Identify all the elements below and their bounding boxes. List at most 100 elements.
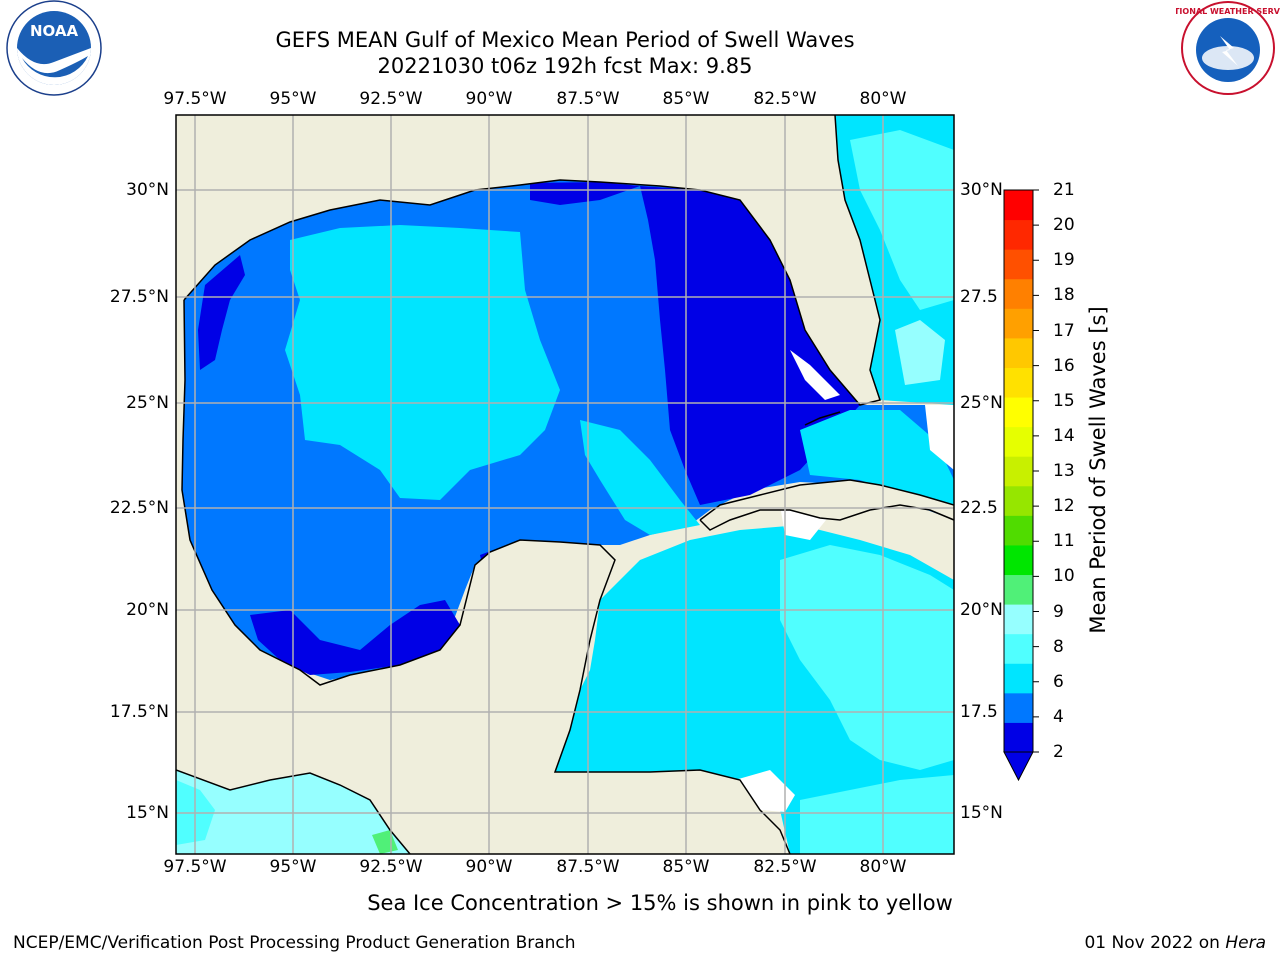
lon-tick-label: 85°W — [662, 89, 710, 109]
chart-subtitle: 20221030 t06z 192h fcst Max: 9.85 — [377, 54, 753, 78]
colorbar-tick-label: 6 — [1053, 671, 1064, 692]
colorbar-tick-label: 19 — [1053, 250, 1075, 271]
lat-tick-label: 25°N — [960, 393, 1003, 413]
host-name: Hera — [1225, 933, 1266, 953]
lon-tick-label: 80°W — [859, 89, 907, 109]
lat-tick-label: 20°N — [960, 600, 1003, 620]
colorbar-segment — [1004, 633, 1033, 664]
colorbar-tick-label: 14 — [1053, 425, 1075, 446]
colorbar-tick-label: 9 — [1053, 601, 1064, 622]
colorbar-segment — [1004, 278, 1033, 309]
no-data-florida-west — [790, 350, 840, 400]
lon-tick-label: 97.5°W — [163, 857, 227, 877]
lon-tick-label: 80°W — [859, 857, 907, 877]
colorbar-segment — [1004, 367, 1033, 398]
colorbar-tick-label: 10 — [1053, 566, 1075, 587]
lon-tick-label: 92.5°W — [359, 857, 423, 877]
lon-tick-label: 92.5°W — [359, 89, 423, 109]
lat-tick-label: 15°N — [960, 803, 1003, 823]
nws-logo-text: NATIONAL WEATHER SERVICE — [1176, 7, 1280, 16]
sea-ice-note: Sea Ice Concentration > 15% is shown in … — [367, 891, 953, 915]
lat-tick-label: 27.5 — [960, 287, 998, 307]
deep-blue-sw-gulf — [250, 600, 460, 675]
date-text: 01 Nov 2022 on — [1084, 933, 1226, 953]
lat-tick-label: 15°N — [126, 803, 169, 823]
lon-tick-label: 95°W — [269, 857, 317, 877]
lon-tick-label: 90°W — [465, 89, 513, 109]
colorbar-segment — [1004, 604, 1033, 635]
lat-tick-label: 30°N — [126, 180, 169, 200]
colorbar — [1003, 189, 1039, 782]
credit-text: NCEP/EMC/Verification Post Processing Pr… — [13, 933, 576, 953]
colorbar-segment — [1004, 426, 1033, 457]
gulf-cyan-east — [580, 420, 700, 535]
colorbar-tick-label: 4 — [1053, 706, 1064, 727]
colorbar-label: Mean Period of Swell Waves [s] — [1086, 306, 1110, 634]
lat-tick-label: 30°N — [960, 180, 1003, 200]
coastline-mexico — [181, 299, 791, 854]
coastline-us — [183, 115, 881, 406]
bahamas-gap — [925, 405, 954, 470]
colorbar-segment — [1004, 692, 1033, 723]
colorbar-segment — [1004, 190, 1033, 221]
colorbar-segment — [1004, 249, 1033, 280]
caribbean-south-light-cyan — [800, 775, 954, 854]
lon-tick-label: 90°W — [465, 857, 513, 877]
colorbar-tick-label: 13 — [1053, 461, 1075, 481]
lat-tick-label: 22.5 — [960, 498, 998, 518]
colorbar-segment — [1004, 308, 1033, 339]
lon-tick-label: 82.5°W — [753, 89, 817, 109]
chart-title: GEFS MEAN Gulf of Mexico Mean Period of … — [275, 28, 855, 52]
colorbar-segment — [1004, 574, 1033, 605]
lat-tick-label: 27.5°N — [109, 287, 169, 307]
caribbean-light-cyan — [780, 545, 954, 770]
coastline-cuba — [699, 479, 954, 531]
colorbar-segment — [1004, 544, 1033, 576]
colorbar-tick-label: 12 — [1053, 496, 1075, 517]
atlantic-pale-cyan — [895, 320, 945, 385]
mexico-land — [176, 300, 790, 854]
gulf-cyan-central — [285, 225, 560, 500]
coastline-pacific — [176, 769, 411, 854]
colorbar-tick-label: 17 — [1053, 320, 1075, 341]
lon-tick-label: 85°W — [662, 857, 710, 877]
colorbar-tick-label: 18 — [1053, 285, 1075, 306]
lon-tick-label: 82.5°W — [753, 857, 817, 877]
colorbar-segment — [1004, 456, 1033, 487]
deep-blue-north-bay — [530, 182, 640, 205]
colorbar-tick-label: 21 — [1053, 180, 1075, 200]
noaa-logo: NOAA — [6, 0, 102, 96]
lat-tick-label: 17.5 — [960, 702, 998, 722]
nws-logo: NATIONAL WEATHER SERVICE — [1176, 1, 1280, 95]
colorbar-segment — [1004, 663, 1033, 694]
bahamas-cyan — [800, 410, 954, 505]
colorbar-tick-label: 11 — [1053, 531, 1075, 552]
colorbar-tick-label: 16 — [1053, 355, 1075, 376]
lon-tick-label: 87.5°W — [556, 857, 620, 877]
lon-tick-label: 87.5°W — [556, 89, 620, 109]
deep-blue-east-gulf — [640, 186, 860, 505]
deep-blue-nw-gulf — [198, 255, 245, 370]
colorbar-segment — [1004, 515, 1033, 546]
map-frame — [175, 114, 955, 855]
colorbar-segment — [1004, 485, 1033, 516]
atlantic-light-cyan — [850, 130, 954, 310]
lon-tick-label: 95°W — [269, 89, 317, 109]
colorbar-segment — [1004, 722, 1033, 753]
colorbar-tick-label: 20 — [1053, 215, 1075, 236]
graticule — [176, 115, 954, 854]
us-land — [176, 115, 880, 405]
lon-tick-label: 97.5°W — [163, 89, 227, 109]
lat-tick-label: 20°N — [126, 600, 169, 620]
colorbar-segment — [1004, 397, 1033, 428]
date-stamp: 01 Nov 2022 on Hera — [1084, 933, 1266, 953]
lat-tick-label: 25°N — [126, 393, 169, 413]
colorbar-segment — [1004, 219, 1033, 250]
florida-keys — [804, 411, 841, 426]
colorbar-tick-label: 2 — [1053, 742, 1064, 762]
colorbar-tick-label: 15 — [1053, 390, 1075, 411]
noaa-logo-text: NOAA — [30, 22, 79, 40]
colorbar-tick-label: 8 — [1053, 636, 1064, 657]
cuba-land — [700, 480, 954, 530]
